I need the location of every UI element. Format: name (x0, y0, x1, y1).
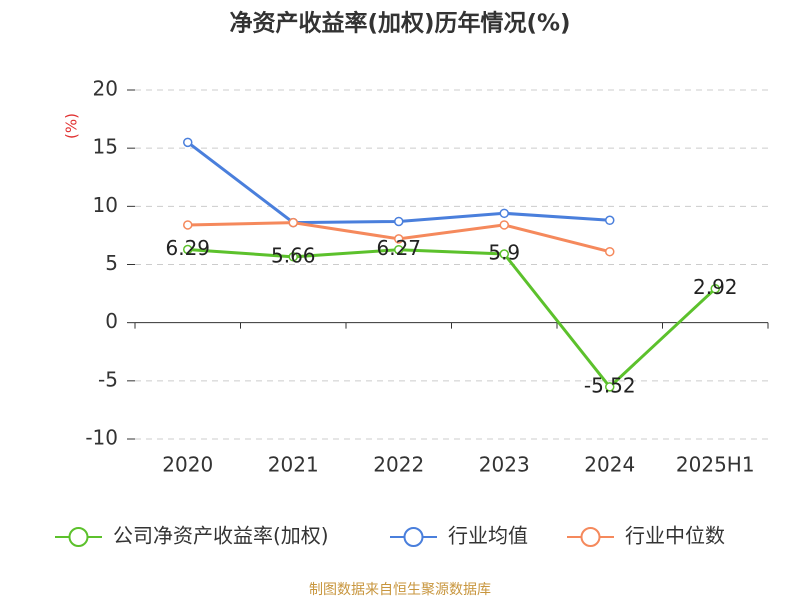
legend-marker (403, 527, 424, 547)
data-label: -5.52 (584, 373, 636, 397)
x-tick-label: 2021 (268, 453, 319, 477)
chart-title: 净资产收益率(加权)历年情况(%) (229, 10, 570, 37)
legend-label: 公司净资产收益率(加权) (113, 524, 329, 548)
data-label: 2.92 (693, 275, 738, 299)
legend-label: 行业均值 (448, 524, 528, 548)
data-point (183, 220, 193, 230)
data-label: 6.27 (376, 236, 421, 260)
legend-label: 行业中位数 (625, 524, 725, 548)
y-tick-label: -5 (98, 367, 118, 391)
x-tick-label: 2022 (373, 453, 424, 477)
data-point (605, 215, 615, 226)
data-point (710, 283, 720, 294)
data-point (499, 249, 509, 259)
series-line (187, 247, 717, 390)
data-point (288, 252, 298, 262)
data-point (183, 137, 193, 148)
data-point (288, 217, 298, 228)
y-tick-label: 20 (93, 77, 118, 101)
y-tick-label: 5 (105, 251, 118, 275)
y-tick-label: 10 (93, 193, 118, 217)
y-axis-label: (%) (63, 113, 81, 139)
legend-marker (580, 527, 601, 547)
data-label: 6.29 (165, 236, 210, 260)
x-tick-label: 2025H1 (676, 453, 755, 477)
y-tick-label: 0 (105, 309, 118, 333)
y-tick-label: 15 (93, 135, 118, 159)
data-point (394, 234, 404, 244)
source-note: 制图数据来自恒生聚源数据库 (309, 582, 491, 598)
data-point (499, 208, 509, 219)
data-point (183, 244, 193, 255)
data-point (499, 220, 509, 230)
x-tick-label: 2020 (162, 453, 213, 477)
legend-marker (68, 527, 89, 547)
y-tick-label: -10 (85, 426, 118, 450)
data-label: 5.66 (271, 243, 316, 267)
data-point (394, 244, 404, 255)
data-point (394, 216, 404, 227)
data-point (605, 382, 615, 392)
data-label: 5.9 (488, 241, 520, 265)
x-tick-label: 2024 (584, 453, 635, 477)
series-line (186, 141, 610, 225)
data-point (605, 246, 615, 257)
x-tick-label: 2023 (479, 453, 530, 477)
